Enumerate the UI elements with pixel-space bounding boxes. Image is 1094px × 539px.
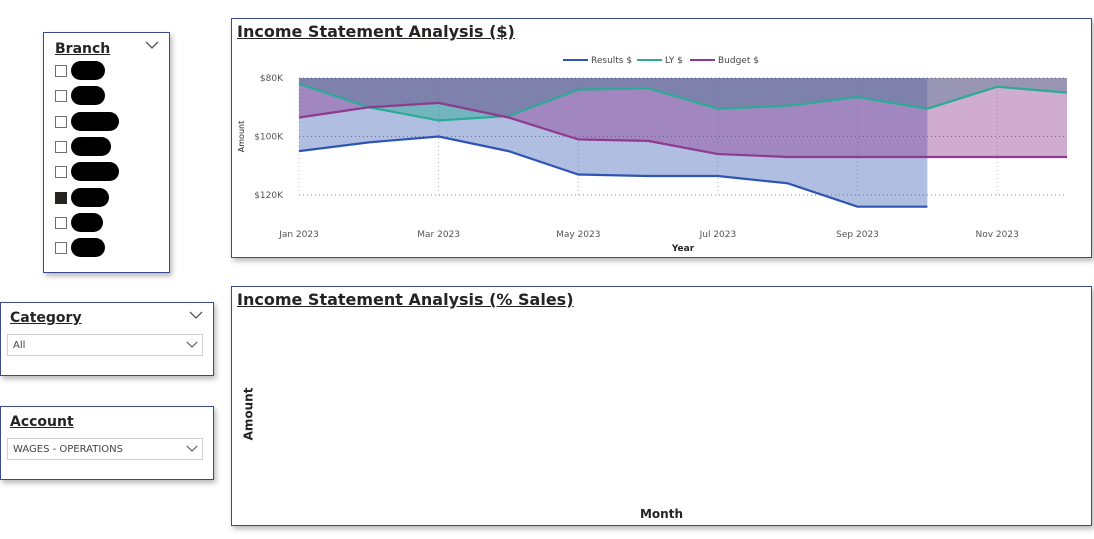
category-dropdown[interactable]: All — [7, 334, 203, 356]
legend-label: LY $ — [665, 56, 683, 66]
branch-slicer-title: Branch — [55, 41, 111, 57]
checkbox[interactable] — [55, 242, 67, 255]
x-axis-title: Month — [639, 507, 683, 521]
budget-area — [299, 78, 1067, 157]
ly-area — [299, 78, 1067, 121]
chart-title: Income Statement Analysis ($) — [237, 22, 515, 41]
redacted-branch-label — [71, 212, 103, 232]
redacted-branch-label — [71, 111, 119, 131]
chevron-down-icon[interactable] — [145, 41, 159, 50]
checkbox[interactable] — [55, 90, 67, 103]
chevron-down-icon[interactable] — [186, 445, 198, 453]
y-tick-label: $120K — [254, 191, 284, 201]
x-tick-label: Sep 2023 — [836, 230, 879, 240]
legend-label: Results $ — [591, 56, 632, 66]
redacted-branch-label — [71, 238, 105, 258]
account-slicer-title: Account — [10, 414, 74, 430]
results-area — [299, 78, 928, 207]
income-statement-chart: Income Statement Analysis ($) $80K $100K $… — [231, 18, 1092, 258]
x-tick-label: Jul 2023 — [699, 230, 737, 240]
redacted-branch-label — [71, 61, 105, 80]
chart-title: Income Statement Analysis (% Sales) — [237, 290, 574, 309]
category-dropdown-value: All — [13, 340, 26, 351]
redacted-branch-label — [71, 187, 109, 207]
branch-slicer: Branch — [43, 32, 170, 273]
chevron-down-icon[interactable] — [189, 311, 203, 320]
chevron-down-icon[interactable] — [186, 341, 198, 349]
category-slicer-title: Category — [10, 310, 82, 326]
redacted-branch-label — [71, 136, 111, 156]
y-axis-title: Amount — [241, 387, 256, 441]
checkbox[interactable] — [55, 140, 67, 153]
x-tick-label: Mar 2023 — [417, 230, 460, 240]
x-tick-label: Nov 2023 — [976, 230, 1019, 240]
ly-line[interactable] — [298, 82, 1068, 122]
account-dropdown-value: WAGES - OPERATIONS — [13, 444, 123, 455]
legend-label: Budget $ — [718, 56, 759, 66]
y-axis-title: Amount — [237, 121, 246, 152]
y-tick-label: $80K — [260, 74, 284, 84]
income-statement-pct-chart: Income Statement Analysis (% Sales) Amou… — [231, 286, 1092, 526]
redacted-branch-label — [71, 86, 105, 106]
checkbox[interactable] — [55, 216, 67, 229]
checkbox[interactable] — [55, 191, 67, 204]
y-tick-label: $100K — [254, 133, 284, 143]
account-slicer: Account WAGES - OPERATIONS — [0, 406, 214, 480]
x-tick-label: May 2023 — [556, 230, 600, 240]
checkbox[interactable] — [55, 115, 67, 128]
x-axis-title: Year — [671, 244, 695, 254]
category-slicer: Category All — [0, 302, 214, 376]
redacted-branch-label — [71, 162, 119, 182]
budget-line[interactable] — [298, 101, 1067, 159]
results-line[interactable] — [298, 135, 928, 208]
account-dropdown[interactable]: WAGES - OPERATIONS — [7, 438, 203, 460]
x-tick-label: Jan 2023 — [278, 230, 319, 240]
area-chart[interactable]: $80K $100K $120K Jan 2023 Mar 2023 May 2023 Ju… — [232, 19, 1091, 257]
checkbox[interactable] — [55, 65, 67, 77]
checkbox[interactable] — [55, 166, 67, 179]
